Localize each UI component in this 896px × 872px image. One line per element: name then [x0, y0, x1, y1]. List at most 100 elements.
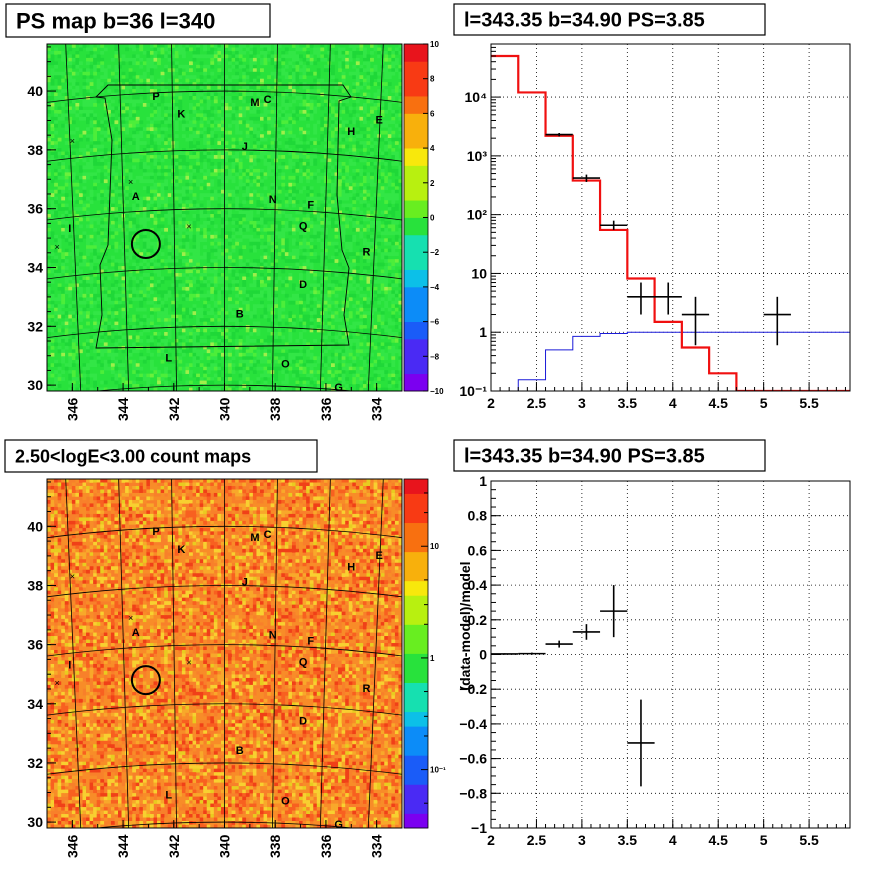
ps-map-pixel	[299, 304, 303, 309]
ps-map-pixel	[281, 68, 286, 73]
ps-map-pixel	[68, 370, 73, 374]
ps-map-pixel	[189, 155, 193, 159]
ps-map-pixel	[252, 134, 257, 138]
ps-map-pixel	[89, 57, 94, 62]
ps-map-pixel	[306, 57, 310, 62]
ps-map-pixel	[302, 321, 307, 326]
ps-map-pixel	[181, 71, 186, 76]
ps-map-pixel	[352, 168, 357, 173]
ps-map-pixel	[157, 304, 161, 309]
ps-map-pixel	[185, 241, 190, 246]
ps-map-pixel	[174, 352, 179, 357]
ps-map-pixel	[185, 338, 190, 343]
ps-map-pixel	[103, 318, 108, 322]
ps-map-pixel	[299, 155, 303, 159]
ps-map-pixel	[313, 224, 318, 229]
ps-map-pixel	[338, 61, 342, 66]
ps-map-pixel	[118, 144, 122, 149]
ps-map-pixel	[89, 363, 94, 368]
ps-map-pixel	[132, 384, 137, 388]
ps-map-pixel	[171, 318, 176, 322]
ps-map-pixel	[203, 99, 208, 104]
ps-map-pixel	[359, 276, 364, 281]
ps-map-pixel	[196, 356, 200, 361]
ps-map-pixel	[160, 193, 165, 197]
ps-map-pixel	[100, 227, 105, 232]
ps-map-pixel	[327, 384, 332, 388]
ps-map-pixel	[157, 297, 161, 302]
ps-map-pixel	[352, 262, 357, 267]
ps-map-pixel	[64, 276, 69, 281]
ps-map-pixel	[103, 137, 108, 142]
ps-map-pixel	[93, 255, 97, 260]
ps-map-pixel	[352, 293, 357, 298]
ps-map-pixel	[203, 96, 208, 100]
ps-map-pixel	[295, 293, 300, 298]
ps-map-pixel	[68, 57, 73, 62]
ps-map-pixel	[355, 75, 360, 79]
ps-map-pixel	[309, 186, 314, 191]
ps-map-pixel	[206, 85, 211, 90]
ps-map-pixel	[252, 321, 257, 326]
ps-map-pixel	[309, 61, 314, 66]
ps-map-pixel	[316, 175, 321, 180]
ps-map-pixel	[47, 214, 51, 218]
ps-map-pixel	[118, 182, 122, 187]
ps-map-pixel	[359, 141, 364, 145]
ps-map-pixel	[362, 217, 367, 222]
ps-map-pixel	[270, 332, 275, 336]
ps-map-pixel	[341, 168, 346, 173]
ps-map-pixel	[362, 165, 367, 170]
ps-map-pixel	[103, 75, 108, 79]
ps-map-pixel	[252, 283, 257, 288]
ps-map-pixel	[171, 116, 176, 121]
ps-map-pixel	[341, 266, 346, 270]
ps-map-pixel	[167, 155, 172, 159]
ps-map-pixel	[57, 269, 62, 274]
ps-map-pixel	[139, 78, 144, 83]
ps-map-pixel	[206, 144, 211, 149]
ps-map-pixel	[189, 227, 193, 232]
ps-map-pixel	[157, 196, 161, 201]
ps-map-pixel	[110, 286, 115, 291]
ps-map-pixel	[139, 297, 144, 302]
ps-map-pixel	[196, 363, 200, 368]
ps-map-pixel	[139, 338, 144, 343]
ps-map-pixel	[93, 241, 97, 246]
ps-map-pixel	[288, 113, 293, 118]
ps-map-pixel	[288, 314, 293, 319]
ps-map-pixel	[306, 220, 310, 225]
ps-map-pixel	[252, 61, 257, 66]
ps-map-pixel	[149, 359, 154, 364]
ps-map-pixel	[149, 373, 154, 378]
ps-map-pixel	[327, 297, 332, 302]
ps-map-pixel	[323, 255, 328, 260]
ps-map-pixel	[149, 283, 154, 288]
ps-map-pixel	[313, 47, 318, 52]
ps-map-pixel	[192, 363, 197, 368]
ps-map-pixel	[164, 54, 168, 59]
ps-map-pixel	[256, 172, 261, 177]
ps-map-pixel	[118, 335, 122, 340]
ps-map-pixel	[281, 314, 286, 319]
ps-map-pixel	[263, 380, 268, 385]
ps-map-pixel	[71, 89, 76, 93]
ps-map-pixel	[220, 168, 225, 173]
ps-map-pixel	[100, 276, 105, 281]
ps-map-pixel	[217, 349, 222, 354]
ps-map-pixel	[142, 318, 147, 322]
ps-map-pixel	[164, 68, 168, 73]
ps-map-pixel	[47, 158, 51, 163]
ps-map-pixel	[323, 144, 328, 149]
ps-map-pixel	[71, 151, 76, 156]
ps-map-pixel	[103, 130, 108, 135]
ps-map-pixel	[93, 54, 97, 59]
ps-map-pixel	[110, 200, 115, 204]
ps-map-pixel	[355, 158, 360, 163]
ps-map-pixel	[281, 165, 286, 170]
ps-map-pixel	[309, 137, 314, 142]
ps-map-pixel	[57, 286, 62, 291]
ps-map-pixel	[71, 175, 76, 180]
ps-map-pixel	[61, 207, 66, 211]
ps-map-pixel	[196, 54, 200, 59]
